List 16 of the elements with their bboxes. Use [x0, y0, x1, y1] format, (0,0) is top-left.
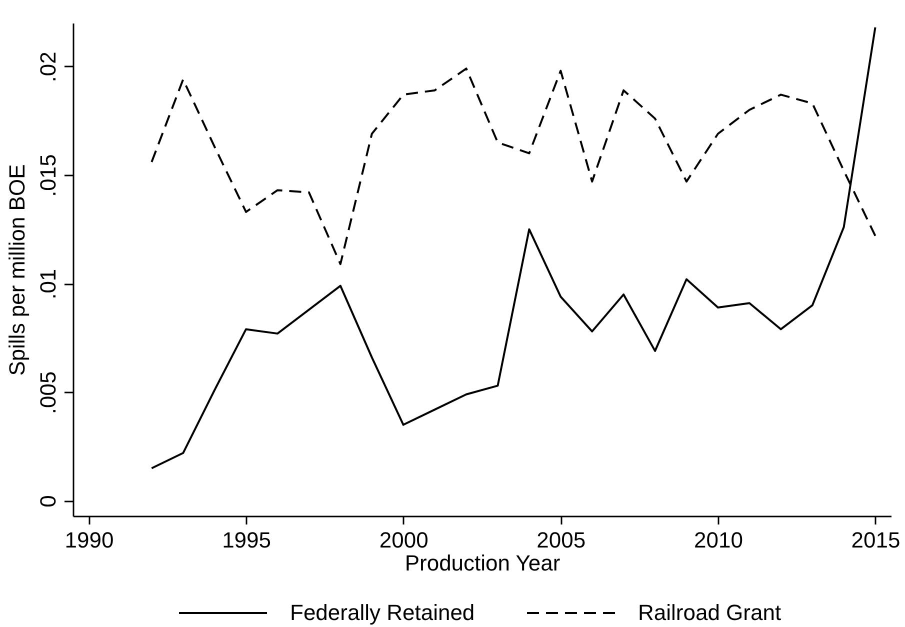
y-axis-title: Spills per million BOE — [4, 164, 30, 376]
y-tick-label: .015 — [36, 154, 60, 197]
legend-label: Railroad Grant — [638, 600, 782, 625]
y-tick-label: 0 — [36, 495, 60, 508]
x-axis-title: Production Year — [404, 550, 560, 576]
line-series — [150, 26, 876, 470]
x-tick-label: 1995 — [222, 528, 272, 552]
x-tick-label: 2015 — [851, 528, 900, 552]
y-tick-label: .02 — [36, 52, 60, 82]
legend-label: Federally Retained — [290, 600, 475, 625]
y-tick-label: .005 — [36, 371, 60, 414]
x-tick-label: 2000 — [379, 528, 428, 552]
x-tick-label: 2005 — [536, 528, 586, 552]
x-tick-label: 1990 — [64, 528, 114, 552]
y-tick-label: .01 — [36, 268, 60, 300]
x-tick-label: 2010 — [694, 528, 743, 552]
